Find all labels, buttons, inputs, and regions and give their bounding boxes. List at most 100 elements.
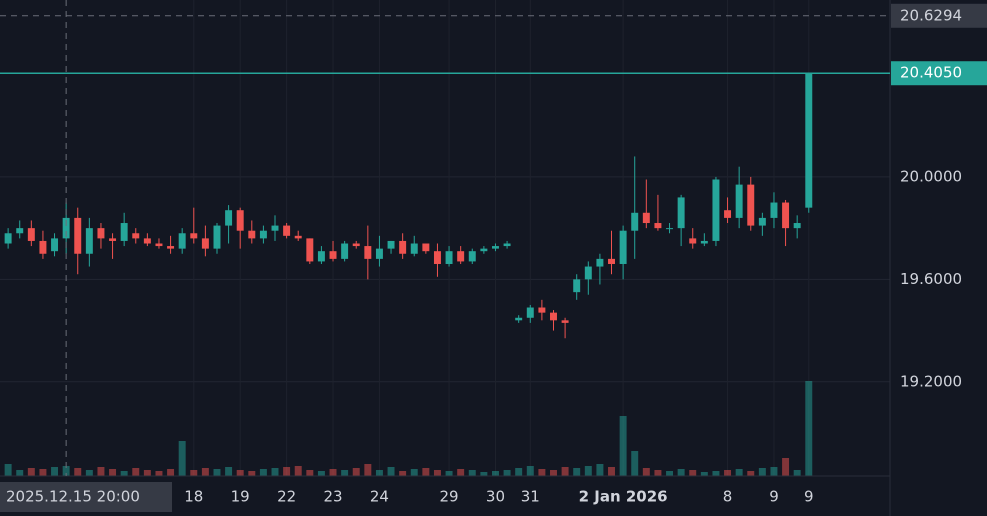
candle-body	[39, 240, 47, 254]
candle-body	[259, 230, 267, 239]
candle-body	[213, 225, 221, 249]
volume-bar	[724, 470, 732, 476]
candle-body	[689, 238, 697, 244]
volume-bar	[491, 471, 499, 476]
candle-body	[178, 233, 186, 249]
volume-bar	[341, 470, 349, 476]
candle-body	[352, 243, 360, 247]
candle-body	[236, 210, 244, 231]
candle-body	[4, 233, 12, 244]
crosshair-y-box	[891, 3, 987, 28]
volume-bar	[155, 471, 163, 476]
volume-bar	[550, 470, 557, 476]
x-tick-label: 18	[184, 488, 203, 506]
volume-bar	[584, 466, 592, 476]
candle-body	[51, 238, 59, 252]
x-tick-label: 23	[323, 488, 342, 506]
candle-body	[561, 320, 569, 323]
candle-body	[735, 184, 743, 218]
volume-bar	[85, 470, 93, 476]
candle-body	[770, 202, 778, 218]
volume-bar	[97, 467, 105, 476]
volume-bar	[4, 464, 12, 476]
volume-bar	[561, 467, 569, 476]
volume-bar	[793, 470, 801, 476]
x-tick-label: 22	[277, 488, 296, 506]
candle-body	[62, 217, 70, 239]
volume-bar	[259, 469, 267, 476]
candle-body	[631, 212, 639, 231]
candle-body	[468, 251, 476, 262]
candle-body	[109, 238, 117, 241]
candle-body	[167, 246, 175, 249]
volume-bar	[712, 471, 720, 476]
y-tick-label: 20.0000	[900, 167, 962, 185]
x-tick-label: 9	[769, 488, 779, 506]
candle-body	[677, 197, 685, 229]
candle-body	[329, 251, 337, 259]
candle-body	[608, 258, 615, 264]
candle-body	[16, 228, 24, 234]
candle-body	[85, 228, 93, 254]
candle-body	[433, 251, 441, 264]
price-label-box	[891, 61, 987, 86]
volume	[4, 381, 813, 476]
candle-body	[619, 230, 627, 264]
candle-body	[283, 225, 291, 236]
candle-body	[526, 307, 534, 318]
volume-bar	[294, 466, 302, 476]
volume-bar	[248, 471, 256, 476]
volume-bar	[143, 470, 151, 476]
volume-bar	[329, 469, 337, 476]
volume-bar	[178, 441, 186, 476]
volume-bar	[422, 468, 430, 476]
candle-body	[271, 225, 279, 231]
candle-body	[596, 258, 604, 267]
volume-bar	[39, 469, 47, 476]
volume-bar	[317, 471, 325, 476]
candle-body	[201, 238, 209, 249]
candle-body	[74, 217, 82, 254]
volume-bar	[399, 471, 407, 476]
candle-body	[480, 248, 488, 252]
x-tick-label: 2 Jan 2026	[579, 488, 668, 506]
volume-bar	[271, 468, 279, 476]
volume-bar	[16, 470, 24, 476]
volume-bar	[283, 467, 291, 476]
crosshair-x-label: 2025.12.15 20:00	[6, 488, 140, 506]
candle-body	[550, 312, 557, 321]
x-tick-label: 30	[486, 488, 505, 506]
candle-body	[538, 307, 546, 313]
volume-bar	[631, 451, 639, 476]
volume-bar	[190, 470, 198, 476]
volume-bar	[468, 470, 476, 476]
candles	[4, 73, 813, 339]
candle-body	[27, 228, 35, 241]
candle-body	[515, 317, 523, 321]
candle-body	[132, 233, 140, 239]
volume-bar	[410, 469, 418, 476]
volume-bar	[364, 464, 372, 476]
y-tick-label: 19.6000	[900, 270, 962, 288]
volume-bar	[132, 468, 140, 476]
candle-body	[491, 246, 499, 249]
y-tick-label: 19.2000	[900, 372, 962, 390]
candle-body	[584, 266, 592, 280]
candle-body	[341, 243, 349, 259]
volume-bar	[306, 470, 314, 476]
volume-bar	[700, 472, 708, 476]
x-tick-label: 29	[440, 488, 459, 506]
candle-body	[654, 223, 662, 229]
volume-bar	[805, 381, 813, 476]
candle-body	[457, 251, 465, 262]
candle-body	[573, 279, 581, 293]
volume-bar	[747, 471, 755, 476]
candle-body	[445, 251, 453, 264]
volume-bar	[445, 471, 453, 476]
volume-bar	[526, 466, 534, 476]
candle-body	[387, 240, 395, 249]
volume-bar	[433, 470, 441, 476]
volume-bar	[457, 469, 465, 476]
